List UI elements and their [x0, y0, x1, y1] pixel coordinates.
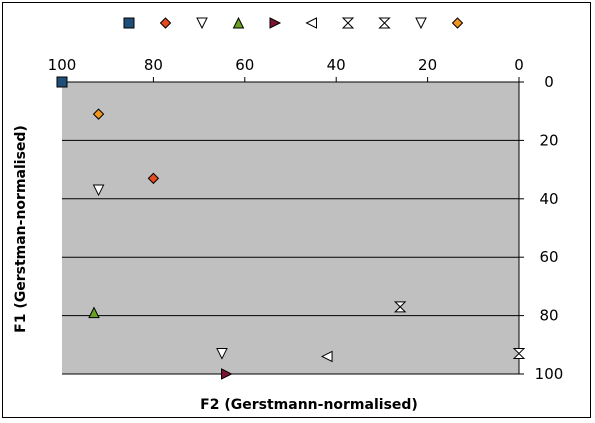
data-point — [393, 301, 407, 313]
data-point — [221, 368, 233, 380]
x-tick-label: 0 — [514, 56, 524, 74]
chart-svg: 100 80 60 40 20 0 0 20 40 60 80 100 F2 (Gerstmann-… — [13, 16, 563, 413]
data-point — [88, 306, 100, 319]
y-tick-label: 20 — [539, 131, 558, 149]
legend-marker — [196, 17, 208, 30]
y-tick-labels: 0 20 40 60 80 100 — [519, 73, 563, 383]
legend — [123, 16, 464, 30]
plot-area — [62, 82, 519, 374]
data-point — [147, 172, 160, 185]
legend-marker — [159, 17, 172, 29]
legend-marker — [305, 17, 317, 29]
data-point — [56, 76, 68, 88]
x-tick-label: 60 — [235, 56, 254, 74]
x-tick-label: 20 — [418, 56, 437, 74]
legend-marker — [341, 17, 355, 29]
x-tick-label: 100 — [48, 56, 77, 74]
legend-marker — [378, 17, 391, 29]
x-tick-label: 80 — [144, 56, 163, 74]
legend-marker — [269, 17, 282, 29]
legend-marker — [123, 17, 135, 29]
x-axis-title: F2 (Gerstmann-normalised) — [200, 397, 418, 413]
y-tick-label: 60 — [539, 248, 558, 266]
y-tick-label: 0 — [544, 73, 554, 91]
legend-marker — [415, 17, 427, 30]
gridlines — [62, 139, 519, 317]
chart-frame: 100 80 60 40 20 0 0 20 40 60 80 100 F2 (Gerstmann-… — [2, 2, 591, 418]
data-points — [56, 76, 526, 380]
x-tick-label: 40 — [327, 56, 346, 74]
data-point — [320, 350, 333, 363]
legend-marker — [232, 16, 245, 29]
y-tick-label: 40 — [539, 190, 558, 208]
y-tick-label: 80 — [539, 307, 558, 325]
data-point — [92, 108, 105, 120]
axes — [62, 81, 520, 375]
y-tick-label: 100 — [535, 365, 564, 383]
y-axis-title: F1 (Gerstman-normalised) — [13, 125, 29, 333]
data-point — [216, 348, 228, 360]
legend-marker — [451, 17, 464, 29]
x-tick-labels: 100 80 60 40 20 0 — [48, 56, 524, 82]
data-point — [92, 184, 105, 197]
data-point — [512, 348, 526, 360]
